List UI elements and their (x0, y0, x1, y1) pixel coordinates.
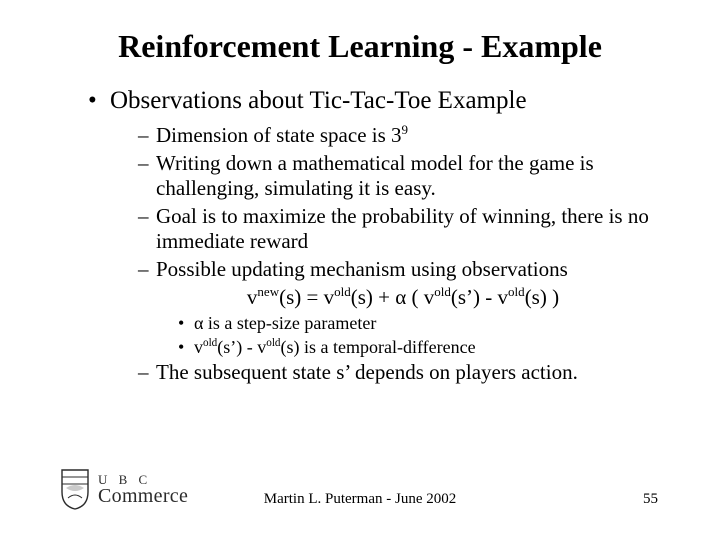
sub-bullet-item: Dimension of state space is 39 (138, 123, 650, 149)
bullet-list-level1: Observations about Tic-Tac-Toe Example D… (70, 87, 650, 386)
sub-sub-bullet-item: α is a step-size parameter (178, 312, 650, 335)
eq-part: (s) ) (525, 285, 559, 309)
superscript: old (434, 284, 451, 299)
sub-bullet-item: Possible updating mechanism using observ… (138, 257, 650, 283)
slide: Reinforcement Learning - Example Observa… (0, 0, 720, 540)
eq-part: v (247, 285, 258, 309)
superscript: old (508, 284, 525, 299)
eq-part: (s) + α ( v (351, 285, 435, 309)
sub-bullet-text: Possible updating mechanism using observ… (156, 257, 568, 281)
footer-author-date: Martin L. Puterman - June 2002 (0, 491, 720, 508)
slide-footer: U B C Commerce Martin L. Puterman - June… (0, 466, 720, 512)
superscript: 9 (402, 122, 409, 137)
sub-sub-bullet-item: vold(s’) - vold(s) is a temporal-differe… (178, 336, 650, 359)
eq-part: v (194, 337, 203, 357)
sub-bullet-text: Writing down a mathematical model for th… (156, 151, 594, 201)
sub-bullet-text: Goal is to maximize the probability of w… (156, 204, 649, 254)
sub-sub-bullet-text: α is a step-size parameter (194, 313, 376, 333)
eq-part: (s’) - v (451, 285, 508, 309)
page-number: 55 (643, 491, 658, 508)
eq-part: (s) = v (279, 285, 334, 309)
eq-part: (s’) - v (217, 337, 266, 357)
bullet-list-level2: Dimension of state space is 39 Writing d… (110, 123, 650, 386)
bullet-item: Observations about Tic-Tac-Toe Example D… (88, 87, 650, 386)
superscript: old (203, 337, 217, 349)
superscript: new (257, 284, 279, 299)
equation: vnew(s) = vold(s) + α ( vold(s’) - vold(… (138, 285, 650, 359)
sub-bullet-text: Dimension of state space is 3 (156, 123, 402, 147)
bullet-list-level3: α is a step-size parameter vold(s’) - vo… (156, 312, 650, 358)
sub-bullet-item: Goal is to maximize the probability of w… (138, 204, 650, 255)
superscript: old (266, 337, 280, 349)
bullet-text: Observations about Tic-Tac-Toe Example (110, 87, 527, 114)
sub-bullet-item: Writing down a mathematical model for th… (138, 151, 650, 202)
logo-ubc-text: U B C (98, 473, 188, 486)
sub-bullet-item: The subsequent state s’ depends on playe… (138, 360, 650, 386)
sub-bullet-text: The subsequent state s’ depends on playe… (156, 360, 578, 384)
superscript: old (334, 284, 351, 299)
eq-part: (s) is a temporal-difference (281, 337, 476, 357)
slide-title: Reinforcement Learning - Example (70, 28, 650, 65)
